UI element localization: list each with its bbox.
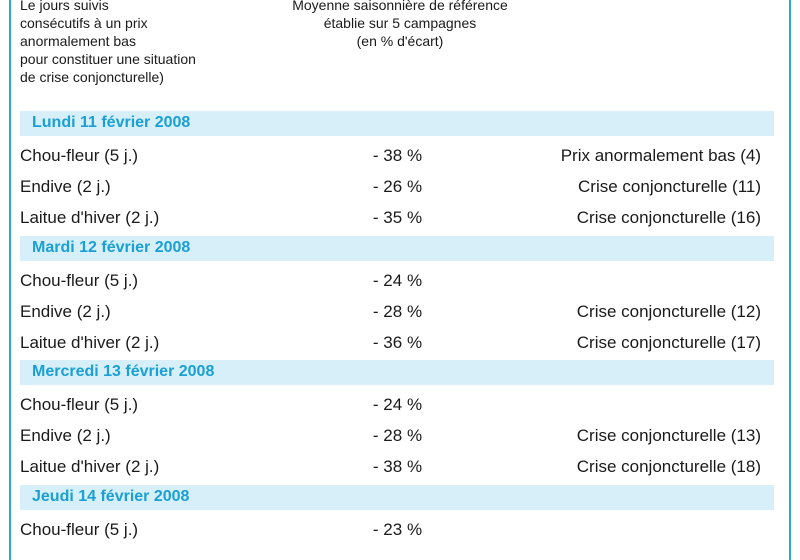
- header-mid-text: Moyenne saisonnière de référence établie…: [290, 0, 510, 50]
- table-row: Chou-fleur (5 j.) - 24 %: [0, 393, 800, 417]
- price-deviation: - 24 %: [372, 271, 423, 290]
- status-text: Crise conjoncturelle (12): [576, 302, 761, 321]
- status-text: Crise conjoncturelle (16): [576, 208, 761, 227]
- date-label: Jeudi 14 février 2008: [32, 488, 190, 505]
- product-name: Laitue d'hiver (2 j.): [20, 208, 160, 227]
- price-deviation: - 38 %: [372, 457, 423, 476]
- date-section-header: Jeudi 14 février 2008: [20, 485, 774, 510]
- header-mid-line: (en % d'écart): [356, 33, 444, 49]
- table-frame: [9, 0, 791, 560]
- header-left-text: Le jours suivis consécutifs à un prix an…: [20, 0, 196, 86]
- price-deviation: - 24 %: [372, 395, 423, 414]
- date-section-header: Lundi 11 février 2008: [20, 111, 774, 136]
- table-row: Endive (2 j.) - 26 % Crise conjoncturelle …: [0, 175, 800, 199]
- product-name: Chou-fleur (5 j.): [20, 520, 139, 539]
- header-left-line: anormalement bas: [20, 33, 136, 49]
- product-name: Chou-fleur (5 j.): [20, 271, 139, 290]
- product-name: Endive (2 j.): [20, 302, 111, 321]
- product-name: Chou-fleur (5 j.): [20, 395, 139, 414]
- status-text: Crise conjoncturelle (13): [576, 426, 761, 445]
- header-mid-line: Moyenne saisonnière de référence: [292, 0, 508, 13]
- price-deviation: - 38 %: [372, 146, 423, 165]
- price-deviation: - 23 %: [372, 520, 423, 539]
- date-section-header: Mercredi 13 février 2008: [20, 360, 774, 385]
- product-name: Endive (2 j.): [20, 426, 111, 445]
- status-text: Prix anormalement bas (4): [560, 146, 761, 165]
- product-name: Laitue d'hiver (2 j.): [20, 333, 160, 352]
- table-row: Laitue d'hiver (2 j.) - 38 % Crise conjonc…: [0, 455, 800, 479]
- table-row: Endive (2 j.) - 28 % Crise conjoncturelle …: [0, 424, 800, 448]
- status-text: Crise conjoncturelle (11): [578, 177, 761, 196]
- date-label: Mardi 12 février 2008: [32, 239, 191, 256]
- header-mid-line: établie sur 5 campagnes: [323, 15, 477, 31]
- date-section-header: Mardi 12 février 2008: [20, 236, 774, 261]
- price-deviation: - 35 %: [372, 208, 423, 227]
- header-left-line: Le jours suivis: [20, 0, 109, 13]
- date-label: Lundi 11 février 2008: [32, 114, 191, 131]
- table-row: Endive (2 j.) - 28 % Crise conjoncturelle …: [0, 300, 800, 324]
- table-row: Chou-fleur (5 j.) - 24 %: [0, 269, 800, 293]
- product-name: Endive (2 j.): [20, 177, 111, 196]
- table-row: Laitue d'hiver (2 j.) - 35 % Crise conjonc…: [0, 206, 800, 230]
- product-name: Chou-fleur (5 j.): [20, 146, 139, 165]
- table-row: Chou-fleur (5 j.) - 38 % Prix anormalement…: [0, 144, 800, 168]
- header-left-line: de crise conjoncturelle): [20, 69, 164, 85]
- price-deviation: - 26 %: [372, 177, 423, 196]
- product-name: Laitue d'hiver (2 j.): [20, 457, 160, 476]
- header-left-line: consécutifs à un prix: [20, 15, 148, 31]
- status-text: Crise conjoncturelle (17): [576, 333, 761, 352]
- date-label: Mercredi 13 février 2008: [32, 363, 215, 380]
- status-text: Crise conjoncturelle (18): [576, 457, 761, 476]
- price-deviation: - 36 %: [372, 333, 423, 352]
- table-row: Laitue d'hiver (2 j.) - 36 % Crise conjonc…: [0, 331, 800, 355]
- price-deviation: - 28 %: [372, 302, 423, 321]
- header-left-line: pour constituer une situation: [20, 51, 196, 67]
- table-row: Chou-fleur (5 j.) - 23 %: [0, 518, 800, 542]
- price-deviation: - 28 %: [372, 426, 423, 445]
